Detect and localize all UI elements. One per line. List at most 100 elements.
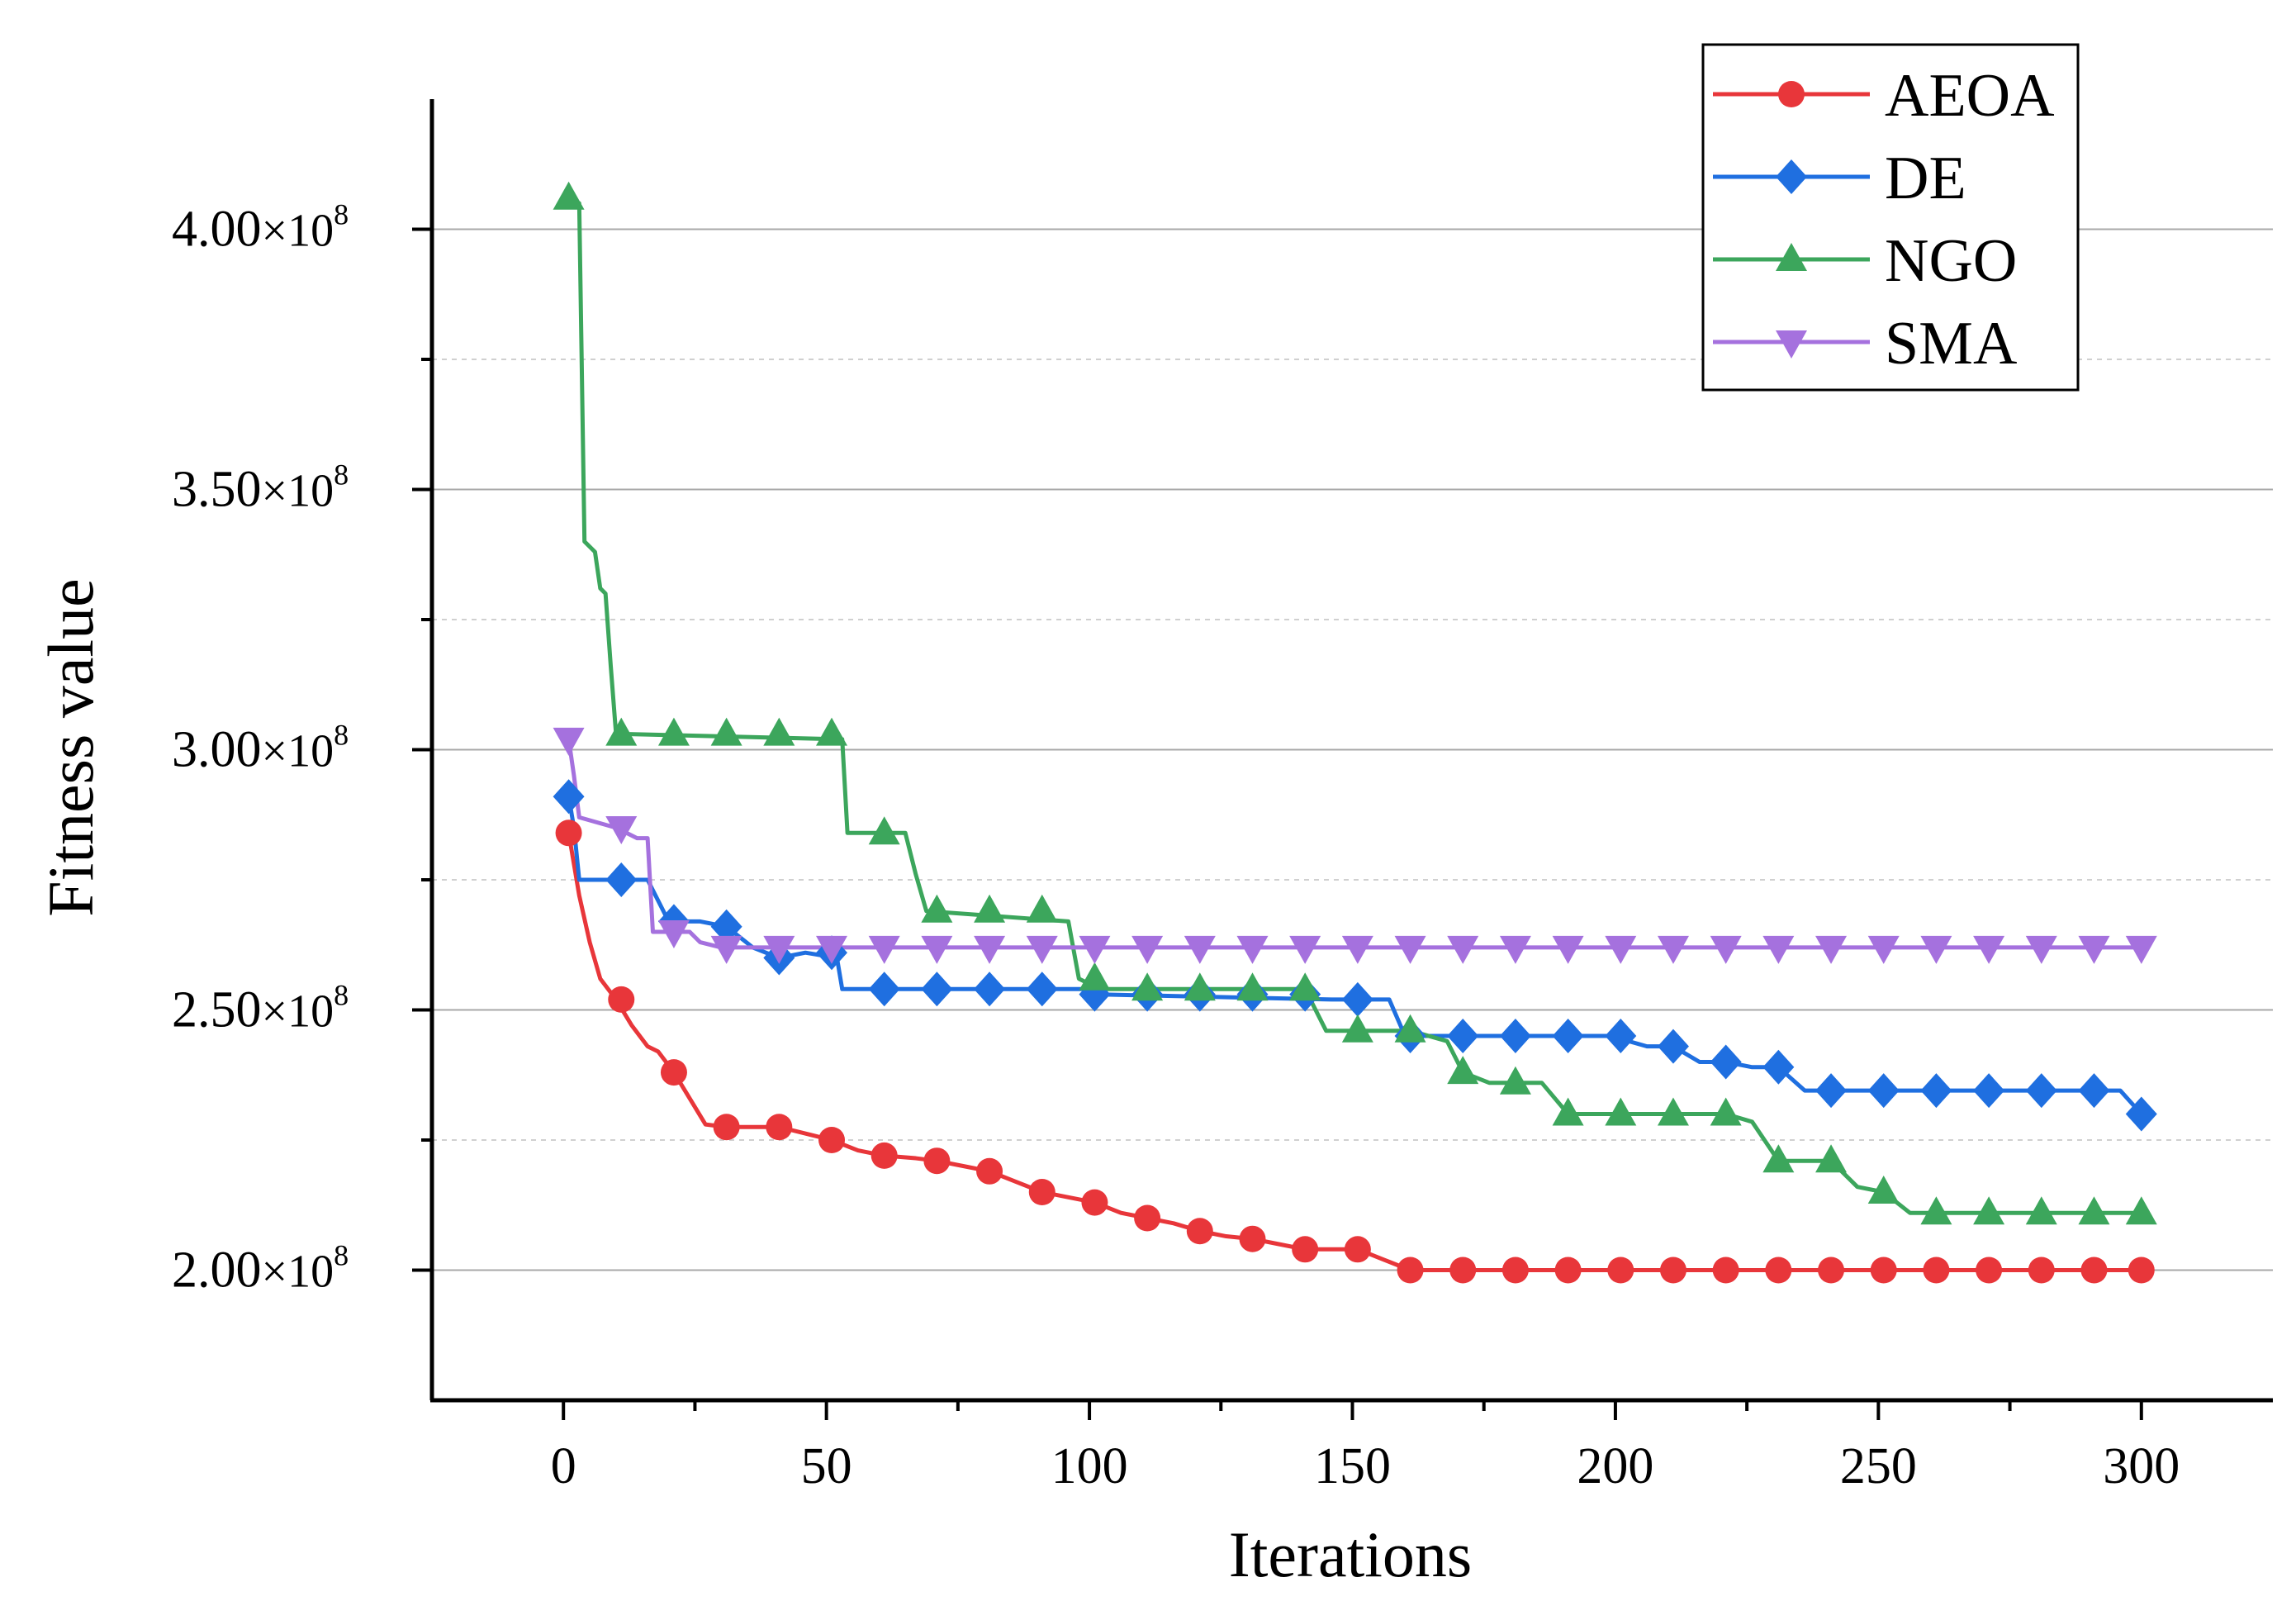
marker-ngo bbox=[1710, 1097, 1742, 1126]
marker-ngo bbox=[1867, 1176, 1900, 1204]
marker-ngo bbox=[1236, 972, 1269, 1001]
marker-ngo bbox=[763, 717, 795, 746]
marker-sma bbox=[1447, 935, 1479, 964]
marker-aeoa bbox=[766, 1114, 793, 1141]
marker-ngo bbox=[1605, 1097, 1637, 1126]
marker-sma bbox=[710, 935, 742, 964]
marker-sma bbox=[1762, 935, 1795, 964]
marker-ngo bbox=[1394, 1014, 1426, 1043]
marker-aeoa bbox=[1870, 1257, 1897, 1284]
marker-de bbox=[1447, 1019, 1479, 1053]
marker-aeoa bbox=[713, 1114, 740, 1141]
marker-ngo bbox=[1447, 1056, 1479, 1085]
legend-label-ngo: NGO bbox=[1885, 227, 2017, 295]
marker-ngo bbox=[1289, 972, 1321, 1001]
x-tick-label: 250 bbox=[1840, 1438, 1917, 1494]
marker-de bbox=[1762, 1049, 1795, 1085]
marker-ngo bbox=[816, 717, 848, 746]
marker-aeoa bbox=[1976, 1257, 2003, 1284]
marker-sma bbox=[1710, 935, 1742, 964]
marker-de bbox=[1815, 1073, 1848, 1109]
x-ticks: 0 50 100 150 200 250 300 bbox=[551, 1400, 2180, 1494]
marker-aeoa bbox=[923, 1147, 951, 1175]
marker-sma bbox=[1289, 935, 1321, 964]
marker-sma bbox=[2025, 935, 2057, 964]
marker-de bbox=[710, 909, 742, 944]
marker-ngo bbox=[1079, 962, 1111, 991]
marker-sma bbox=[1499, 935, 1531, 964]
marker-sma bbox=[1079, 935, 1111, 964]
marker-aeoa bbox=[1239, 1225, 1266, 1252]
marker-de bbox=[2025, 1073, 2057, 1109]
marker-de bbox=[1552, 1019, 1584, 1053]
y-tick-label: 3.50×108 bbox=[172, 458, 349, 518]
legend-label-sma: SMA bbox=[1885, 310, 2017, 378]
marker-sma bbox=[816, 935, 848, 964]
marker-aeoa bbox=[555, 820, 582, 847]
marker-ngo bbox=[1184, 972, 1216, 1001]
marker-sma bbox=[1867, 935, 1900, 964]
y-tick-label: 4.00×108 bbox=[172, 198, 349, 258]
marker-de bbox=[605, 862, 638, 897]
marker-de bbox=[2078, 1073, 2110, 1109]
marker-sma bbox=[2125, 935, 2157, 964]
marker-de bbox=[1920, 1073, 1952, 1109]
marker-ngo bbox=[1762, 1144, 1795, 1173]
legend-box bbox=[1701, 43, 2080, 392]
marker-aeoa bbox=[660, 1059, 687, 1086]
x-axis-title: Iterations bbox=[1229, 1518, 1473, 1590]
marker-sma bbox=[1973, 935, 2005, 964]
marker-ngo bbox=[1552, 1097, 1584, 1126]
marker-sma bbox=[1657, 935, 1689, 964]
marker-sma bbox=[974, 935, 1006, 964]
y-ticks: 2.00×108 2.50×108 3.00×108 3.50×108 4.00×108 bbox=[172, 198, 432, 1299]
legend: AEOA DE NGO SMA bbox=[1701, 43, 2080, 392]
marker-sma bbox=[605, 816, 638, 844]
series-line-aeoa bbox=[567, 832, 2142, 1272]
marker-sma bbox=[1131, 935, 1164, 964]
x-tick-label: 0 bbox=[551, 1438, 576, 1494]
marker-de bbox=[1657, 1029, 1689, 1064]
marker-ngo bbox=[1131, 972, 1164, 1001]
x-tick-label: 150 bbox=[1314, 1438, 1391, 1494]
marker-sma bbox=[2078, 935, 2110, 964]
marker-de bbox=[1026, 972, 1058, 1007]
marker-sma bbox=[1394, 935, 1426, 964]
marker-aeoa bbox=[1292, 1236, 1319, 1263]
marker-de bbox=[1973, 1073, 2005, 1109]
marker-de bbox=[1341, 981, 1373, 1017]
legend-label-de: DE bbox=[1885, 145, 1966, 212]
x-tick-label: 50 bbox=[801, 1438, 852, 1494]
y-tick-label: 2.50×108 bbox=[172, 979, 349, 1038]
x-tick-label: 100 bbox=[1051, 1438, 1128, 1494]
marker-aeoa bbox=[2128, 1257, 2155, 1284]
marker-ngo bbox=[2025, 1196, 2057, 1225]
marker-sma bbox=[1552, 935, 1584, 964]
marker-aeoa bbox=[1607, 1257, 1634, 1284]
marker-sma bbox=[553, 727, 585, 756]
marker-ngo bbox=[974, 894, 1006, 923]
marker-aeoa bbox=[1397, 1257, 1424, 1284]
marker-ngo bbox=[1920, 1196, 1952, 1225]
marker-ngo bbox=[1341, 1014, 1373, 1043]
marker-aeoa bbox=[1712, 1257, 1739, 1284]
legend-label-aeoa: AEOA bbox=[1885, 62, 2055, 130]
marker-aeoa bbox=[1765, 1257, 1792, 1284]
marker-sma bbox=[1184, 935, 1216, 964]
marker-aeoa bbox=[1501, 1257, 1529, 1284]
marker-sma bbox=[868, 935, 900, 964]
y-tick-label: 2.00×108 bbox=[172, 1239, 349, 1299]
legend-marker-de bbox=[1776, 159, 1807, 194]
marker-de bbox=[868, 972, 900, 1007]
y-tick-label: 3.00×108 bbox=[172, 719, 349, 778]
marker-sma bbox=[1815, 935, 1848, 964]
marker-sma bbox=[657, 920, 690, 948]
marker-de bbox=[921, 972, 953, 1007]
marker-aeoa bbox=[818, 1127, 846, 1153]
marker-ngo bbox=[605, 717, 638, 746]
marker-ngo bbox=[2125, 1196, 2157, 1225]
marker-sma bbox=[921, 935, 953, 964]
marker-ngo bbox=[1815, 1144, 1848, 1173]
legend-marker-sma bbox=[1776, 330, 1807, 359]
marker-aeoa bbox=[2080, 1257, 2108, 1284]
